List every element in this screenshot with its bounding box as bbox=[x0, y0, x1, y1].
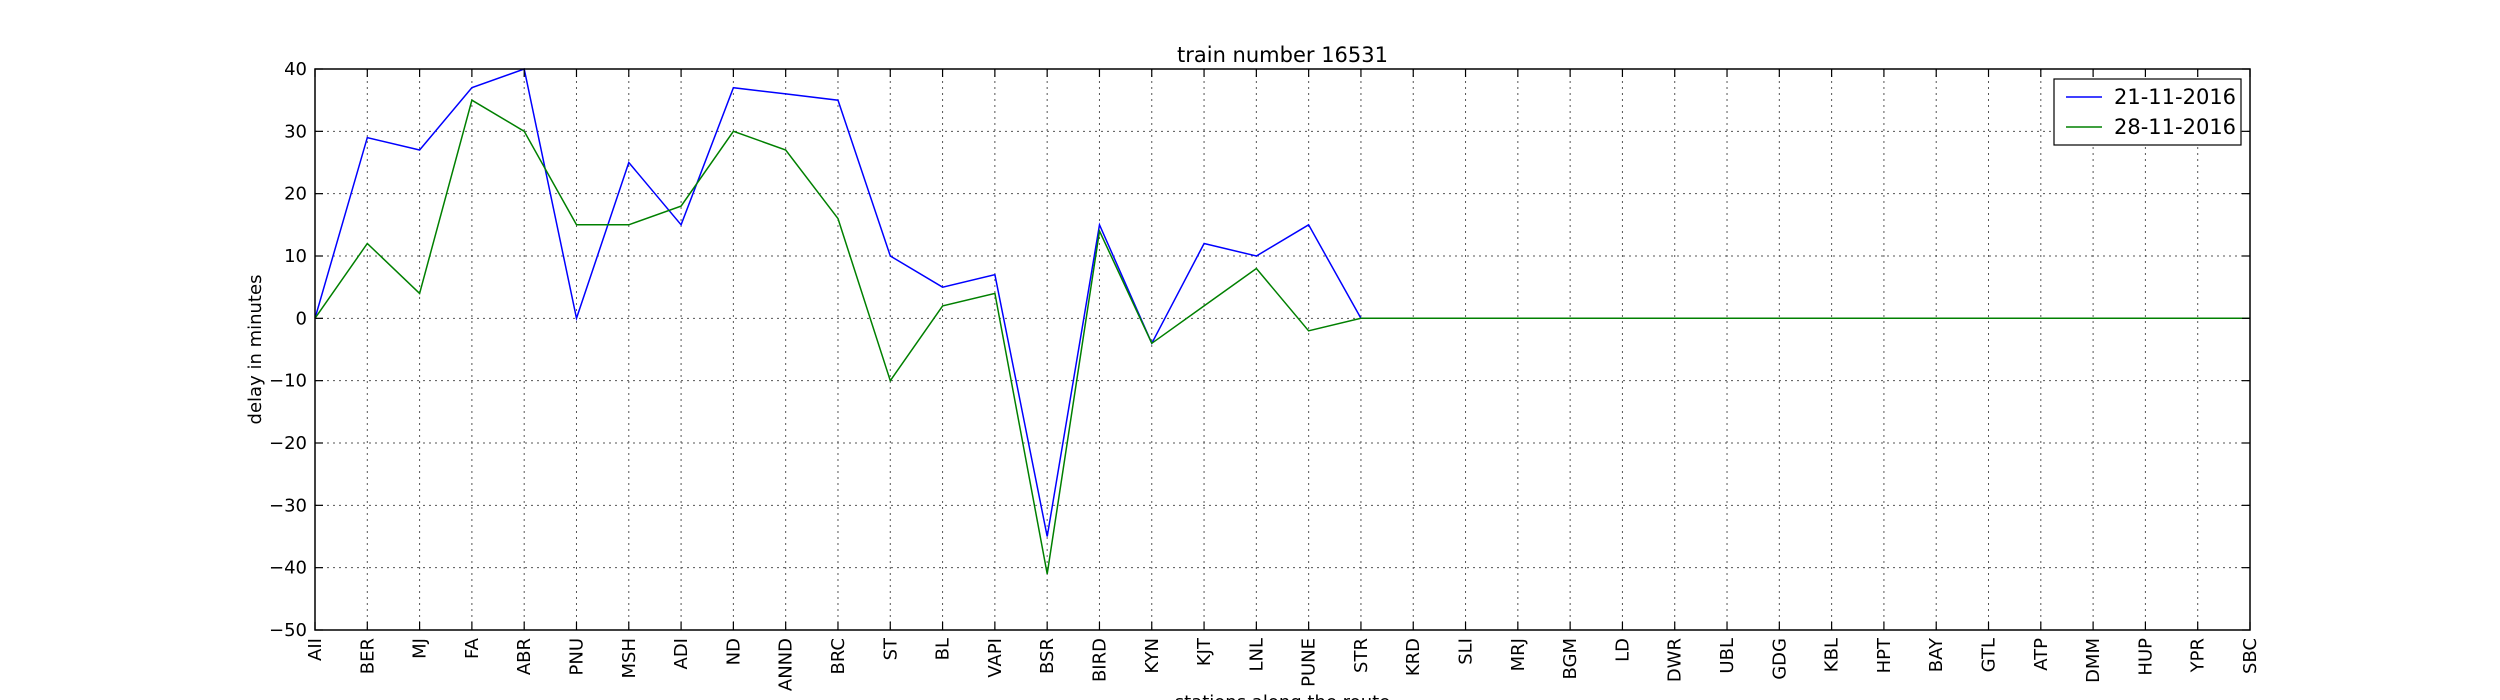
x-tick-label: UBL bbox=[1717, 638, 1738, 674]
x-tick-label: MRJ bbox=[1508, 638, 1529, 671]
x-tick-label: BER bbox=[357, 638, 378, 674]
x-axis-ticks: AII BER MJ FA ABR PNU MSH ADI ND ANND BRC ST BL VAPI B… bbox=[305, 69, 2261, 691]
x-tick-label: SBC bbox=[2240, 638, 2261, 674]
y-tick-label: 20 bbox=[284, 184, 307, 205]
x-tick-label: ND bbox=[723, 638, 744, 665]
x-tick-label: BIRD bbox=[1089, 638, 1110, 682]
x-tick-label: YPR bbox=[2188, 638, 2209, 673]
x-tick-label: PNU bbox=[566, 638, 587, 676]
x-tick-label: ANND bbox=[776, 638, 797, 691]
series-lines bbox=[314, 68, 2250, 575]
x-tick-label: LNL bbox=[1246, 638, 1267, 672]
x-tick-label: ABR bbox=[514, 638, 535, 675]
x-tick-label: MJ bbox=[410, 638, 431, 659]
legend: 21-11-2016 28-11-2016 bbox=[2053, 78, 2242, 146]
y-tick-label: −20 bbox=[269, 433, 307, 454]
x-tick-label: ST bbox=[880, 637, 901, 660]
x-axis-label: stations along the route bbox=[1175, 692, 1390, 700]
x-tick-label: VAPI bbox=[985, 638, 1006, 678]
x-tick-label: ADI bbox=[671, 638, 692, 669]
plot-area-frame bbox=[314, 68, 2251, 631]
x-tick-label: BAY bbox=[1926, 637, 1947, 672]
y-tick-label: −40 bbox=[269, 558, 307, 579]
x-tick-label: HUP bbox=[2135, 638, 2156, 676]
legend-entry: 28-11-2016 bbox=[2114, 115, 2236, 139]
x-tick-label: DWR bbox=[1665, 638, 1686, 682]
y-tick-label: −30 bbox=[269, 495, 307, 516]
chart-title: train number 16531 bbox=[1177, 43, 1388, 67]
x-tick-label: KRD bbox=[1403, 638, 1424, 676]
x-tick-label: LD bbox=[1612, 638, 1633, 662]
y-tick-label: −50 bbox=[269, 620, 307, 641]
x-tick-label: GDG bbox=[1769, 638, 1790, 680]
y-axis-ticks: −50 −40 −30 −20 −10 0 10 20 30 40 bbox=[269, 59, 2250, 641]
x-tick-label: HPT bbox=[1874, 637, 1895, 673]
y-tick-label: 0 bbox=[296, 308, 307, 329]
series-line bbox=[314, 99, 2250, 575]
x-tick-label: FA bbox=[462, 637, 483, 659]
x-tick-label: BL bbox=[933, 638, 954, 660]
x-tick-label: KYN bbox=[1142, 638, 1163, 674]
x-tick-label: KJT bbox=[1194, 637, 1215, 666]
x-tick-label: PUNE bbox=[1299, 638, 1320, 687]
x-tick-label: AII bbox=[305, 638, 326, 661]
legend-entry: 21-11-2016 bbox=[2114, 85, 2236, 109]
x-tick-label: STR bbox=[1351, 638, 1372, 673]
x-tick-label: SLI bbox=[1456, 638, 1477, 665]
y-tick-label: 30 bbox=[284, 121, 307, 142]
series-line bbox=[314, 68, 2250, 537]
legend-box bbox=[2053, 78, 2242, 146]
x-tick-label: BGM bbox=[1560, 638, 1581, 680]
x-tick-label: BSR bbox=[1037, 638, 1058, 674]
y-tick-label: 40 bbox=[284, 59, 307, 80]
y-tick-label: 10 bbox=[284, 246, 307, 267]
y-axis-label: delay in minutes bbox=[245, 275, 266, 425]
x-tick-label: MSH bbox=[619, 638, 640, 679]
y-tick-label: −10 bbox=[269, 371, 307, 392]
grid-lines bbox=[314, 68, 2251, 631]
x-tick-label: GTL bbox=[1979, 638, 2000, 672]
x-tick-label: DMM bbox=[2083, 638, 2104, 683]
x-tick-label: ATP bbox=[2031, 638, 2052, 671]
x-tick-label: KBL bbox=[1822, 638, 1843, 672]
x-tick-label: BRC bbox=[828, 638, 849, 675]
